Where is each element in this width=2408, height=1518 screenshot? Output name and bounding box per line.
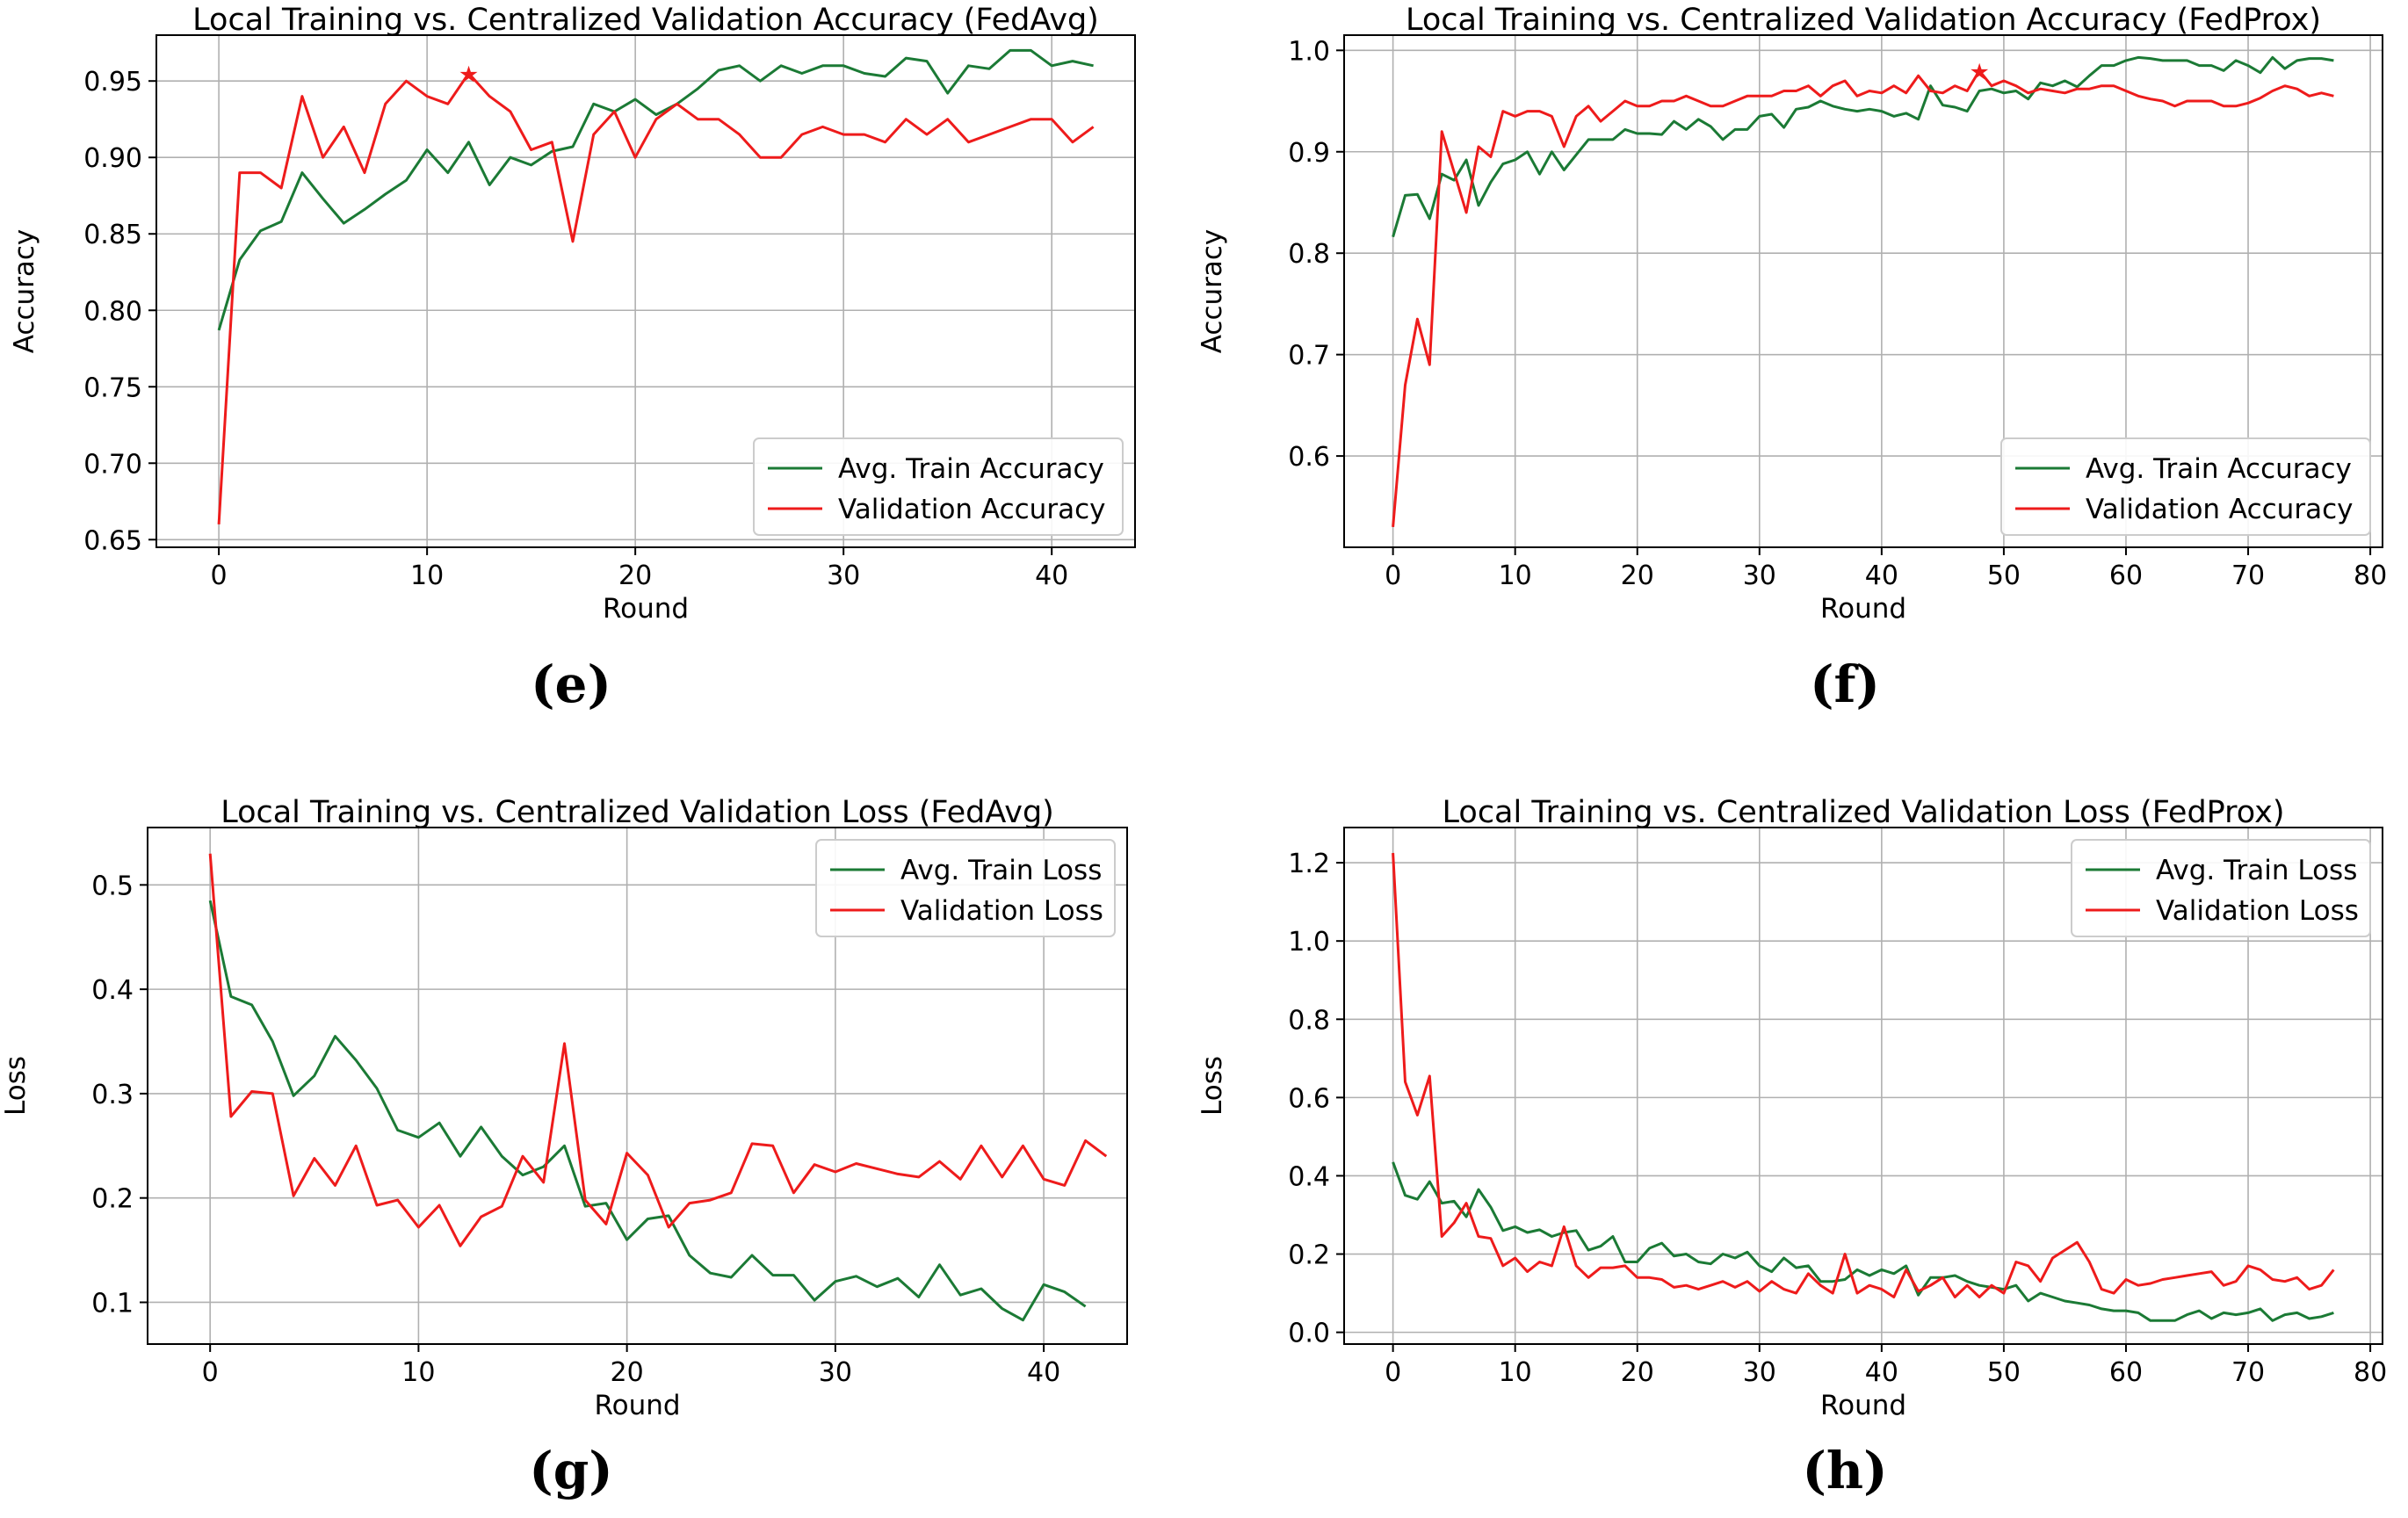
y-axis-label: Loss [0,1056,32,1116]
y-tick-label: 0.4 [91,975,134,1006]
legend-label: Validation Loss [2156,895,2359,927]
x-tick-label: 70 [2231,560,2265,591]
legend-box [2000,437,2371,536]
series-line-train [1392,1161,2334,1322]
legend-label: Avg. Train Loss [900,855,1102,886]
chart-title: Local Training vs. Centralized Validatio… [1443,795,2285,830]
chart-2: 0 10 20 30 40 0.1 0.2 0.3 0.4 0.5 Local Training v… [0,795,1128,1421]
y-tick-label: 0.75 [83,372,142,403]
chart-title: Local Training vs. Centralized Validatio… [192,3,1099,38]
legend-box [2071,839,2371,937]
caption-g: (g) [529,1441,613,1500]
y-tick-label: 0.65 [83,525,142,556]
series-line-val [217,72,1095,524]
best-marker: ★ [1969,59,1989,85]
series-line-train [217,48,1094,331]
x-tick-label: 30 [1743,560,1776,591]
y-axis-label: Loss [1197,1056,1228,1116]
x-axis-label: Round [603,593,689,625]
axes-frame [1343,34,2383,548]
y-tick-label: 0.0 [1288,1319,1330,1349]
x-tick-label: 20 [1621,1357,1654,1388]
y-tick-label: 0.1 [91,1288,134,1319]
y-tick-label: 1.0 [1288,927,1330,958]
x-tick-label: 0 [202,1357,219,1388]
x-tick-label: 0 [211,560,228,591]
x-axis-label: Round [1820,1390,1906,1421]
y-tick-label: 0.80 [83,296,142,327]
chart-1: ★ 0 10 20 30 40 50 60 70 80 0.6 0.7 0.8 0.9 1.0 Local T… [1197,3,2387,625]
x-tick-label: 20 [618,560,652,591]
chart-title: Local Training vs. Centralized Validatio… [221,795,1054,830]
y-tick-label: 0.3 [91,1080,134,1110]
y-tick-label: 0.8 [1288,239,1330,270]
x-tick-label: 50 [1987,560,2021,591]
x-tick-label: 70 [2231,1357,2265,1388]
caption-f: (f) [1810,654,1880,714]
caption-e: (e) [531,654,611,714]
x-tick-label: 10 [401,1357,435,1388]
x-tick-label: 30 [827,560,860,591]
x-tick-label: 80 [2354,1357,2387,1388]
series-line-val [1392,852,2335,1298]
y-tick-label: 0.7 [1288,341,1330,372]
axes-frame [155,34,1136,548]
y-tick-label: 0.4 [1288,1161,1330,1192]
y-tick-label: 0.70 [83,449,142,480]
legend-label: Validation Accuracy [838,494,1105,525]
axes-frame [147,827,1128,1345]
x-tick-label: 40 [1035,560,1068,591]
best-marker: ★ [459,62,479,89]
legend-label: Validation Loss [900,895,1103,927]
x-tick-label: 20 [1621,560,1654,591]
x-tick-label: 40 [1865,560,1898,591]
x-axis-label: Round [594,1390,680,1421]
y-axis-label: Accuracy [9,229,40,354]
x-tick-label: 40 [1027,1357,1060,1388]
legend-label: Validation Accuracy [2086,494,2353,525]
x-tick-label: 40 [1865,1357,1898,1388]
y-tick-label: 0.2 [91,1184,134,1215]
y-axis-label: Accuracy [1197,229,1228,354]
x-tick-label: 0 [1385,1357,1401,1388]
chart-title: Local Training vs. Centralized Validatio… [1406,3,2321,38]
y-tick-label: 0.5 [91,871,134,901]
y-tick-label: 1.2 [1288,849,1330,879]
chart-0: ★ 0 10 20 30 40 0.65 0.70 0.75 0.80 0.85 0.90 0.95 Lo… [9,3,1136,625]
axes-frame [1343,827,2383,1345]
chart-3: 0 10 20 30 40 50 60 70 80 0.0 0.2 0.4 0.6 0.8 1.0 1.2 Lo… [1197,795,2387,1421]
legend-label: Avg. Train Accuracy [838,453,1104,485]
y-tick-label: 0.6 [1288,442,1330,473]
x-tick-label: 20 [611,1357,644,1388]
series-line-train [208,900,1087,1322]
x-tick-label: 10 [410,560,444,591]
y-tick-label: 0.85 [83,220,142,250]
x-tick-label: 0 [1385,560,1401,591]
x-tick-label: 60 [2109,560,2143,591]
legend-box [815,839,1116,937]
x-tick-label: 80 [2354,560,2387,591]
series-line-train [1392,55,2334,238]
y-tick-label: 0.95 [83,67,142,98]
caption-h: (h) [1802,1441,1888,1500]
y-tick-label: 0.2 [1288,1240,1330,1271]
x-tick-label: 50 [1987,1357,2021,1388]
legend-label: Avg. Train Loss [2156,855,2357,886]
x-tick-label: 10 [1499,560,1532,591]
x-tick-label: 60 [2109,1357,2143,1388]
y-tick-label: 0.9 [1288,138,1330,169]
y-tick-label: 1.0 [1288,36,1330,67]
y-tick-label: 0.90 [83,143,142,174]
x-axis-label: Round [1820,593,1906,625]
x-tick-label: 10 [1499,1357,1532,1388]
y-tick-label: 0.6 [1288,1083,1330,1114]
series-line-val [208,853,1108,1247]
series-line-val [1392,69,2334,528]
y-tick-label: 0.8 [1288,1005,1330,1036]
x-tick-label: 30 [819,1357,852,1388]
x-tick-label: 30 [1743,1357,1776,1388]
legend-box [753,437,1124,536]
legend-label: Avg. Train Accuracy [2086,453,2352,485]
